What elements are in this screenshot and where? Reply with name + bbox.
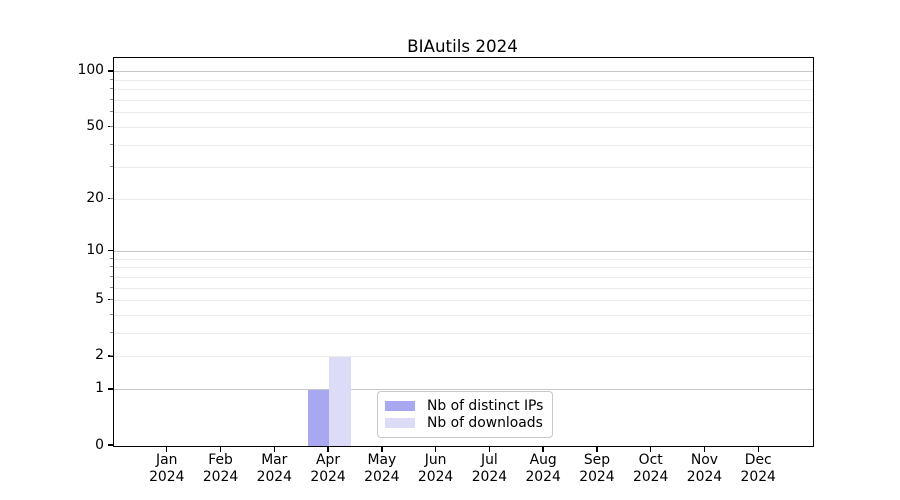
legend-item-downloads: Nb of downloads: [385, 415, 543, 431]
y-minor-gridline: [114, 276, 813, 278]
legend-swatch-downloads: [385, 418, 415, 428]
y-tick-mark: [108, 388, 113, 390]
legend-item-distinct-ips: Nb of distinct IPs: [385, 398, 543, 414]
y-minor-gridline: [114, 144, 813, 146]
y-minor-gridline: [114, 198, 813, 200]
x-tick-label: Mar 2024: [256, 452, 292, 485]
y-tick-mark: [108, 444, 113, 446]
x-tick-label: Oct 2024: [633, 452, 669, 485]
y-tick-label: 50: [86, 117, 104, 134]
y-tick-label: 10: [86, 242, 104, 259]
y-major-gridline: [114, 389, 813, 391]
y-minor-gridline: [114, 333, 813, 335]
y-tick-mark: [108, 249, 113, 252]
x-tick-mark: [596, 446, 598, 452]
y-minor-tick-mark: [110, 355, 113, 357]
y-minor-gridline: [114, 79, 813, 81]
legend-swatch-distinct-ips: [385, 401, 415, 411]
y-minor-gridline: [114, 100, 813, 102]
legend-label-downloads: Nb of downloads: [427, 415, 543, 431]
y-minor-gridline: [114, 112, 813, 114]
y-tick-label: 2: [95, 347, 104, 364]
y-minor-tick-mark: [110, 266, 113, 268]
y-minor-gridline: [114, 300, 813, 302]
x-tick-mark: [327, 446, 329, 452]
x-tick-mark: [703, 446, 706, 452]
y-tick-mark: [108, 70, 113, 72]
x-tick-label: Aug 2024: [525, 452, 561, 485]
x-tick-mark: [219, 446, 222, 452]
x-tick-mark: [166, 446, 168, 452]
x-tick-mark: [273, 446, 275, 452]
y-minor-gridline: [114, 89, 813, 91]
x-tick-mark: [757, 446, 759, 452]
y-tick-label: 1: [95, 380, 104, 397]
x-tick-label: May 2024: [364, 452, 400, 485]
y-minor-tick-mark: [110, 286, 113, 288]
y-minor-gridline: [114, 126, 813, 128]
y-major-gridline: [114, 251, 813, 253]
x-tick-mark: [649, 446, 652, 452]
y-minor-tick-mark: [110, 299, 113, 301]
chart-title: BIAutils 2024: [407, 36, 518, 56]
y-minor-gridline: [114, 167, 813, 169]
x-tick-mark: [542, 446, 544, 452]
y-major-gridline: [114, 71, 813, 73]
y-minor-tick-mark: [110, 314, 113, 316]
y-minor-gridline: [114, 315, 813, 317]
y-minor-gridline: [114, 356, 813, 358]
y-minor-tick-mark: [110, 78, 113, 80]
x-tick-label: Jun 2024: [417, 452, 454, 485]
x-tick-label: Apr 2024: [310, 452, 346, 485]
y-minor-tick-mark: [110, 111, 113, 113]
legend-label-distinct-ips: Nb of distinct IPs: [427, 398, 544, 414]
x-tick-mark: [381, 446, 383, 452]
bar-nb-of-distinct-ips: [307, 389, 330, 446]
y-minor-tick-mark: [110, 166, 113, 168]
y-tick-label: 20: [86, 189, 104, 206]
y-tick-label: 5: [95, 291, 104, 308]
x-tick-label: Jul 2024: [471, 452, 508, 485]
y-minor-gridline: [114, 267, 813, 269]
bar-nb-of-downloads: [329, 356, 351, 446]
x-tick-label: Dec 2024: [740, 452, 776, 485]
x-tick-label: Nov 2024: [686, 452, 723, 485]
legend: Nb of distinct IPs Nb of downloads: [377, 391, 554, 438]
y-minor-gridline: [114, 258, 813, 260]
y-minor-tick-mark: [110, 257, 113, 259]
y-minor-tick-mark: [110, 197, 113, 199]
y-tick-label: 100: [77, 62, 104, 79]
plot-area: [113, 57, 814, 447]
y-tick-label: 0: [95, 436, 104, 453]
x-tick-label: Feb 2024: [202, 452, 239, 485]
x-tick-mark: [434, 446, 437, 452]
x-tick-mark: [488, 446, 491, 452]
x-tick-label: Sep 2024: [579, 452, 615, 485]
y-minor-gridline: [114, 287, 813, 289]
y-minor-tick-mark: [110, 99, 113, 101]
x-tick-label: Jan 2024: [149, 452, 185, 485]
y-minor-tick-mark: [110, 125, 113, 127]
y-minor-tick-mark: [110, 143, 113, 145]
y-minor-tick-mark: [110, 88, 113, 90]
y-minor-tick-mark: [110, 332, 113, 334]
y-minor-tick-mark: [110, 275, 113, 277]
